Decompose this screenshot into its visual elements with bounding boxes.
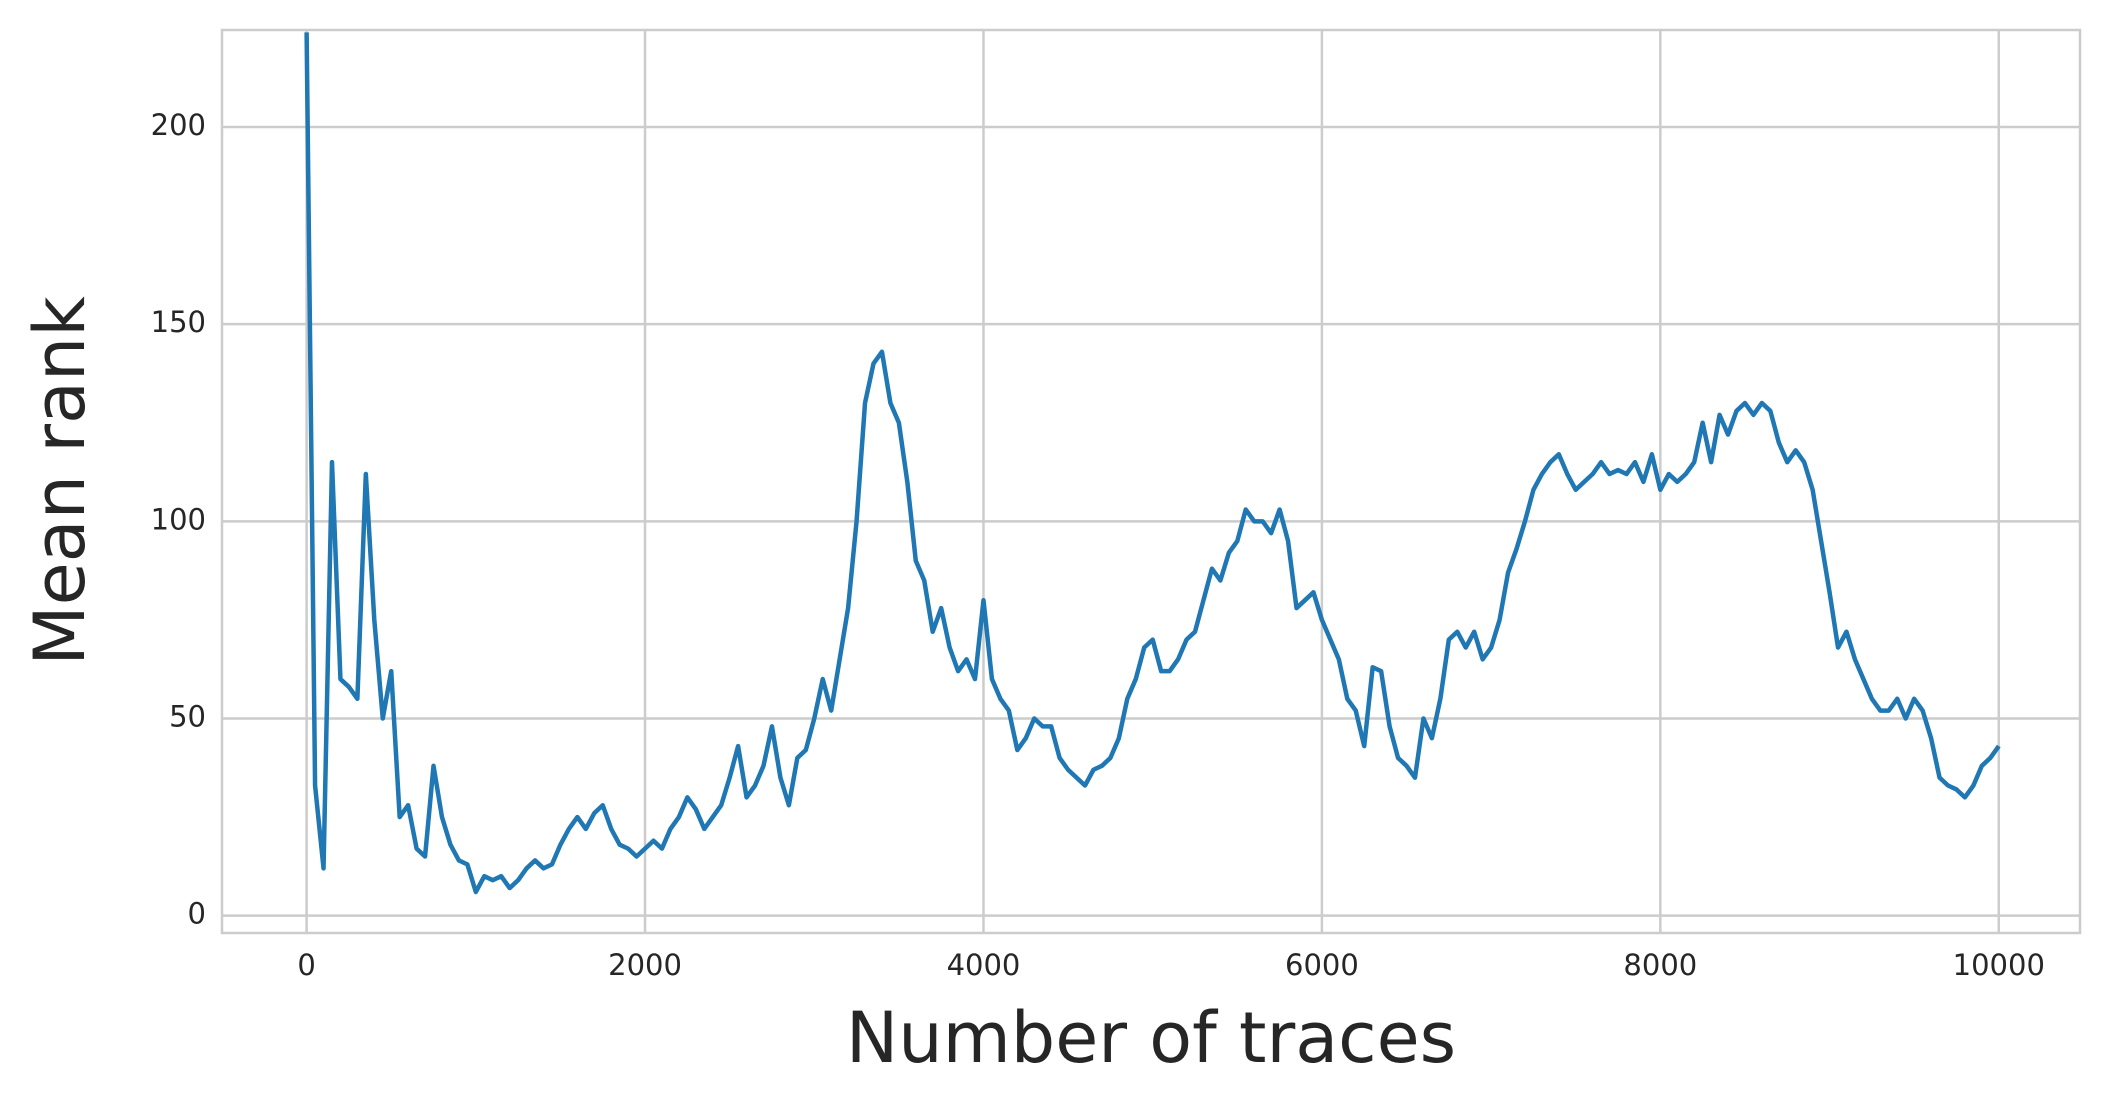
x-tick-label: 8000 [1623,948,1697,982]
y-tick-label: 150 [151,305,206,339]
x-tick-label: 10000 [1953,948,2045,982]
x-tick-label: 6000 [1285,948,1359,982]
y-tick-label: 50 [169,699,206,733]
x-axis-label: Number of traces [846,997,1456,1079]
y-tick-label: 0 [188,897,206,931]
x-tick-label: 2000 [608,948,682,982]
x-tick-label: 4000 [947,948,1021,982]
y-tick-label: 200 [151,108,206,142]
plot [304,32,2001,895]
y-axis-label: Mean rank [19,296,101,666]
x-tick-label: 0 [297,948,315,982]
axes-frame [220,28,2082,935]
y-tick-label: 100 [151,502,206,536]
data-line [304,32,2001,895]
